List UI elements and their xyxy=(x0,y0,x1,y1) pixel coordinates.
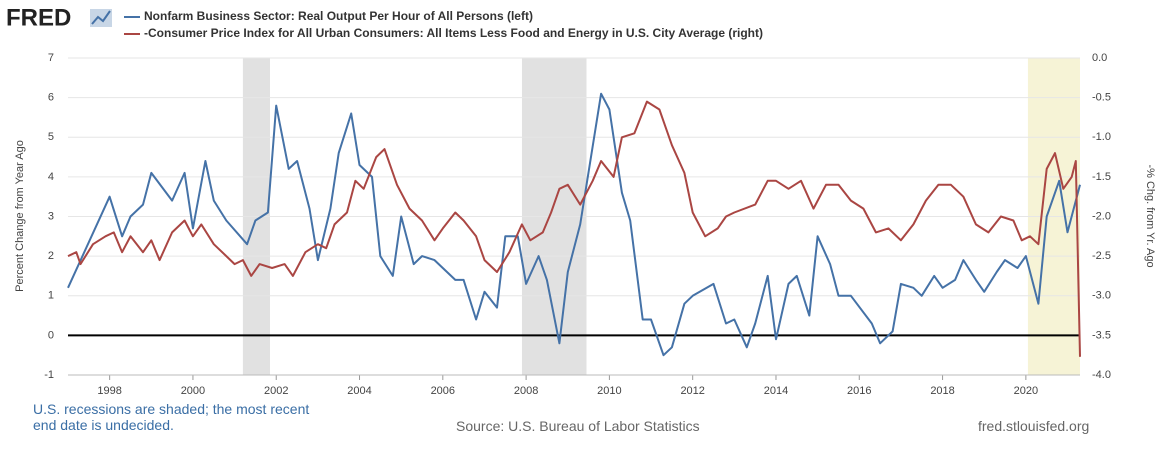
x-tick-label: 2010 xyxy=(597,385,621,397)
x-tick-label: 2014 xyxy=(764,385,788,397)
series-line xyxy=(67,100,1081,357)
y-axis-label: Percent Change from Year Ago xyxy=(14,140,26,292)
x-tick-label: 2002 xyxy=(264,385,288,397)
y-tick-label: 2 xyxy=(48,250,54,262)
y2-tick-label: -3.5 xyxy=(1092,329,1111,341)
x-tick-label: 2000 xyxy=(181,385,205,397)
logo-icon xyxy=(90,9,112,27)
x-tick-label: 2012 xyxy=(680,385,704,397)
logo: FRED xyxy=(6,4,71,31)
y2-tick-label: -1.0 xyxy=(1092,131,1111,143)
x-tick-label: 2008 xyxy=(514,385,538,397)
x-tick-label: 2018 xyxy=(930,385,954,397)
legend-label: -Consumer Price Index for All Urban Cons… xyxy=(144,26,763,40)
x-tick-label: 1998 xyxy=(97,385,121,397)
y2-tick-label: -2.5 xyxy=(1092,250,1111,262)
y-tick-label: 3 xyxy=(48,210,54,222)
series-line xyxy=(67,92,1081,357)
y2-tick-label: -0.5 xyxy=(1092,92,1111,104)
y-tick-label: 6 xyxy=(48,92,54,104)
y-tick-label: 5 xyxy=(48,131,54,143)
y-tick-label: 7 xyxy=(48,52,54,64)
y2-axis-label: -% Chg. from Yr. Ago xyxy=(1144,164,1156,267)
recession-note: U.S. recessions are shaded; the most rec… xyxy=(33,401,310,433)
y2-tick-label: -1.5 xyxy=(1092,171,1111,183)
x-tick-label: 2006 xyxy=(431,385,455,397)
site: fred.stlouisfed.org xyxy=(978,418,1090,434)
x-tick-label: 2020 xyxy=(1014,385,1038,397)
y-tick-label: 1 xyxy=(48,290,54,302)
y2-tick-label: -4.0 xyxy=(1092,369,1111,381)
y-tick-label: -1 xyxy=(44,369,54,381)
y2-tick-label: -3.0 xyxy=(1092,290,1111,302)
legend-label: Nonfarm Business Sector: Real Output Per… xyxy=(144,9,533,23)
x-tick-label: 2004 xyxy=(347,385,371,397)
source: Source: U.S. Bureau of Labor Statistics xyxy=(456,418,700,434)
logo-icon-line xyxy=(91,10,111,25)
y2-tick-label: 0.0 xyxy=(1092,52,1107,64)
y-tick-label: 0 xyxy=(48,329,54,341)
x-tick-label: 2016 xyxy=(847,385,871,397)
y-tick-label: 4 xyxy=(48,171,54,183)
y2-tick-label: -2.0 xyxy=(1092,210,1111,222)
